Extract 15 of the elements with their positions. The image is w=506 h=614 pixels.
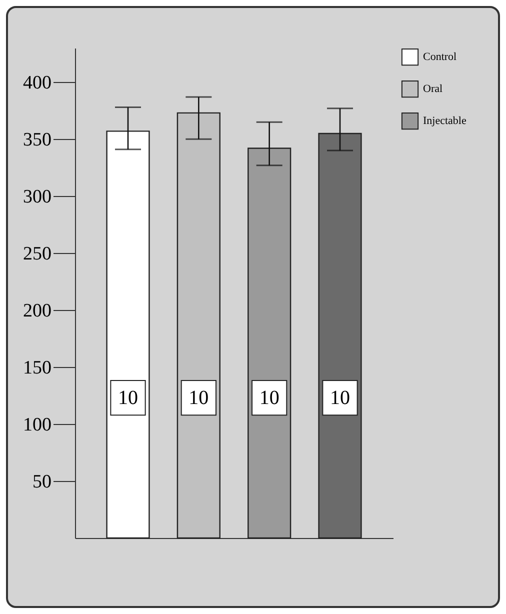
y-tick-label: 400 — [23, 72, 52, 94]
y-tick-label: 300 — [23, 186, 52, 208]
legend-label: Oral — [423, 83, 443, 95]
y-tick-label: 250 — [23, 244, 52, 265]
y-tick-label: 50 — [32, 472, 52, 493]
y-tick-label: 200 — [23, 300, 52, 322]
y-tick-label: 150 — [23, 358, 52, 379]
y-tick-label: 350 — [23, 130, 52, 151]
y-tick-label: 100 — [23, 414, 52, 436]
legend-label: Injectable — [423, 115, 466, 127]
annotation: 10 — [188, 386, 209, 409]
annotation: 10 — [259, 386, 280, 409]
legend-label: Control — [423, 51, 457, 63]
annotation: 10 — [118, 386, 138, 409]
annotation: 10 — [330, 386, 350, 409]
